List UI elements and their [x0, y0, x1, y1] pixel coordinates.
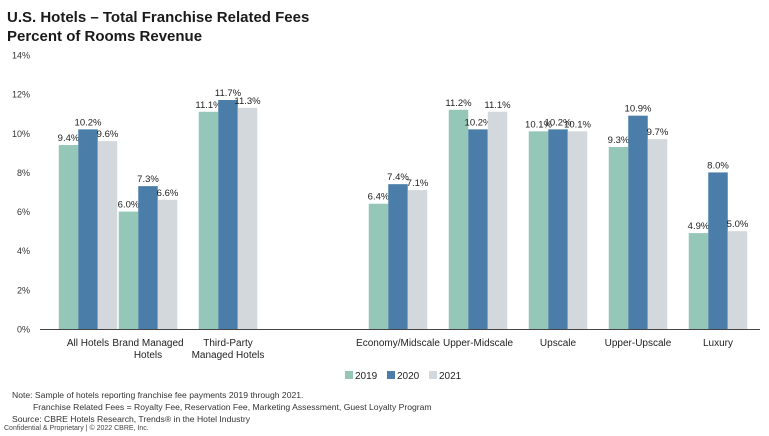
x-tick-label-line: All Hotels [67, 338, 109, 349]
x-tick-label-line: Luxury [703, 338, 733, 349]
bar-2020 [388, 184, 408, 329]
y-tick-label: 8% [17, 168, 30, 178]
data-label: 11.2% [445, 98, 472, 109]
data-label: 6.0% [118, 200, 140, 211]
bar-2021 [97, 141, 118, 329]
legend-swatch-2019 [345, 371, 353, 379]
x-tick-label: Economy/Midscale [356, 338, 440, 349]
legend-swatch-2021 [429, 371, 437, 379]
data-label: 10.2% [465, 117, 492, 128]
x-tick-label: Brand Managed Hotels [112, 338, 183, 361]
data-label: 9.6% [97, 129, 119, 140]
x-tick-label-line: Upscale [540, 338, 577, 349]
data-label: 11.3% [234, 96, 261, 107]
data-label: 6.4% [368, 192, 390, 203]
data-label: 11.1% [484, 100, 511, 111]
bar-2020 [78, 129, 98, 329]
bar-2019 [688, 233, 709, 329]
x-tick-label-line: Upper-Upscale [605, 338, 672, 349]
data-label: 10.1% [564, 119, 591, 130]
data-label: 10.2% [545, 117, 572, 128]
x-tick-label: Upper-Midscale [443, 338, 513, 349]
bar-2020 [218, 100, 238, 329]
chart-subtitle: Percent of Rooms Revenue [7, 28, 203, 45]
bar-2020 [708, 172, 728, 329]
x-tick-label-line: Upper-Midscale [443, 338, 513, 349]
bar-2020 [138, 186, 158, 329]
bar-2021 [567, 131, 588, 329]
bar-2019 [368, 203, 389, 329]
note-line-3: Source: CBRE Hotels Research, Trends® in… [12, 414, 250, 425]
data-label: 7.4% [387, 172, 409, 183]
note-line-2: Franchise Related Fees = Royalty Fee, Re… [33, 402, 432, 413]
y-tick-label: 10% [12, 129, 30, 139]
data-label: 5.0% [727, 219, 749, 230]
x-tick-label-line: Hotels [134, 350, 162, 361]
legend-label-2019: 2019 [355, 371, 378, 382]
bar-2019 [608, 146, 629, 329]
copyright: Confidential & Proprietary | © 2022 CBRE… [4, 425, 149, 432]
x-tick-label-line: Third-Party [203, 338, 252, 349]
bar-2019 [118, 211, 139, 329]
notes: Note: Sample of hotels reporting franchi… [12, 389, 432, 426]
x-tick-label-line: Economy/Midscale [356, 338, 440, 349]
data-label: 11.7% [215, 88, 242, 99]
data-label: 10.1% [525, 119, 552, 130]
bar-2019 [448, 109, 469, 329]
bar-2021 [407, 190, 428, 329]
x-tick-label: Luxury [703, 338, 733, 349]
chart-title: U.S. Hotels – Total Franchise Related Fe… [7, 9, 310, 26]
data-label: 6.6% [157, 188, 179, 199]
chart-title-block: U.S. Hotels – Total Franchise Related Fe… [7, 8, 309, 46]
y-tick-label: 14% [12, 51, 30, 61]
bar-2020 [628, 115, 648, 330]
bar-2021 [487, 111, 508, 329]
x-tick-label: Upscale [540, 338, 577, 349]
bar-2020 [468, 129, 488, 329]
bar-2021 [647, 139, 668, 329]
data-label: 4.9% [688, 221, 710, 232]
data-label: 7.1% [407, 178, 429, 189]
note-line-1: Note: Sample of hotels reporting franchi… [12, 390, 304, 400]
bar-2021 [157, 199, 178, 329]
data-label: 10.2% [75, 117, 102, 128]
bar-2019 [198, 111, 219, 329]
bar-2020 [548, 129, 568, 329]
y-tick-label: 12% [12, 90, 30, 100]
bar-2021 [727, 231, 748, 329]
y-tick-label: 0% [17, 325, 30, 335]
legend-label-2020: 2020 [397, 371, 420, 382]
bar-2019 [58, 145, 79, 329]
data-label: 11.1% [195, 100, 222, 111]
x-tick-label-line: Managed Hotels [192, 350, 265, 361]
x-tick-label-line: Brand Managed [112, 338, 183, 349]
data-label: 8.0% [707, 160, 729, 171]
y-tick-label: 6% [17, 207, 30, 217]
x-tick-label: All Hotels [67, 338, 109, 349]
data-label: 7.3% [137, 174, 159, 185]
data-label: 10.9% [625, 104, 652, 115]
x-tick-label: Upper-Upscale [605, 338, 672, 349]
data-label: 9.3% [608, 135, 630, 146]
bar-2021 [237, 107, 258, 329]
legend-label-2021: 2021 [439, 371, 462, 382]
x-tick-label: Third-Party Managed Hotels [192, 338, 265, 361]
data-label: 9.7% [647, 127, 669, 138]
bar-2019 [528, 131, 549, 329]
data-label: 9.4% [58, 133, 80, 144]
legend-swatch-2020 [387, 371, 395, 379]
y-tick-label: 2% [17, 285, 30, 295]
y-tick-label: 4% [17, 246, 30, 256]
